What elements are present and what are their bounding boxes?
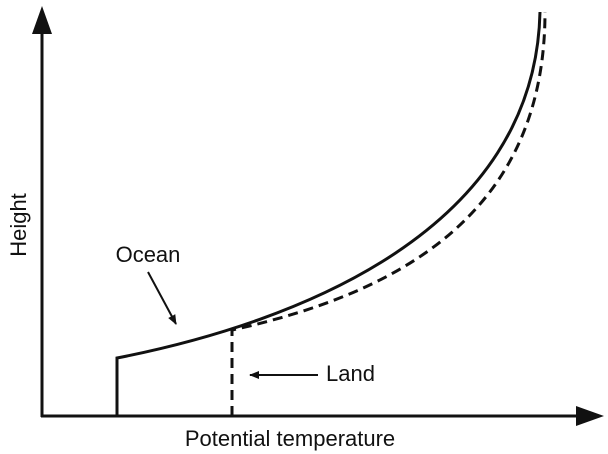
ocean-curve	[115, 11, 542, 416]
x-axis-arrowhead	[576, 406, 604, 426]
ocean-label: Ocean	[116, 242, 181, 267]
land-curve	[230, 11, 547, 416]
x-axis-label: Potential temperature	[185, 426, 395, 451]
ocean-pointer	[147, 271, 177, 325]
y-axis-arrowhead	[32, 6, 52, 34]
y-axis-label: Height	[6, 193, 31, 257]
land-label: Land	[326, 361, 375, 386]
